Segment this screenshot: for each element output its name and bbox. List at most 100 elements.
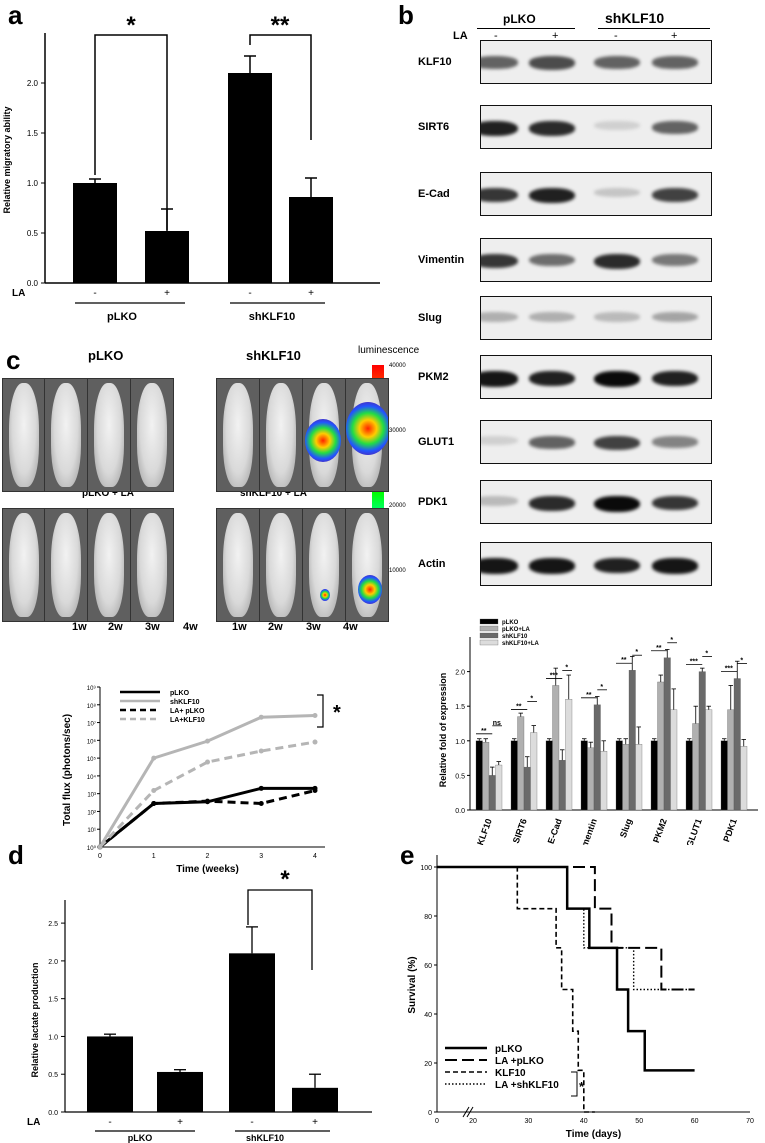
mouse-image (2, 378, 46, 492)
legend-label: LA+KLF10 (170, 717, 205, 724)
legend-label: pLKO (170, 690, 190, 697)
blot-label-e-cad: E-Cad (418, 188, 450, 200)
week-label: 2w (108, 621, 123, 633)
mouse-body (223, 513, 253, 617)
sig-label: * (333, 702, 341, 724)
sign-label: + (312, 1117, 318, 1128)
mouse-image (87, 378, 131, 492)
x-tick-label: E-Cad (546, 817, 564, 845)
blot-glut1 (480, 420, 712, 464)
y-tick-label: 2.5 (48, 921, 58, 928)
panel-label-e: e (400, 840, 415, 870)
x-tick-label: 20 (469, 1118, 477, 1125)
bar (530, 732, 538, 811)
y-tick-label: 2.0 (48, 959, 58, 966)
mouse-image (345, 508, 389, 622)
week-label: 3w (306, 621, 321, 633)
blot-band (529, 56, 575, 70)
blot-band (652, 558, 698, 574)
bar (523, 766, 531, 811)
x-tick-label: GLUT1 (684, 817, 703, 845)
sig-label: * (530, 696, 533, 703)
mice-title-shklf10: shKLF10 (246, 348, 301, 363)
blot-band (481, 121, 518, 137)
series-line (98, 713, 316, 848)
y-tick-label: 1.5 (48, 997, 58, 1004)
y-tick-label: 10⁵ (87, 756, 97, 763)
y-tick-label: 1.0 (27, 179, 39, 188)
blot-band (594, 496, 640, 512)
mice-title-plko-la: pLKO + LA (82, 488, 134, 499)
data-point (151, 788, 157, 794)
bar (580, 740, 588, 811)
data-point (151, 755, 157, 761)
x-tick-label: 0 (435, 1118, 439, 1125)
sig-label: ** (516, 704, 522, 711)
sign-label: + (177, 1117, 183, 1128)
sig-bracket (571, 1071, 578, 1097)
scale-tick-10000: 10000 (389, 568, 406, 574)
sign-label: - (248, 288, 251, 299)
y-axis-label: Relative lactate production (30, 962, 40, 1077)
data-point (258, 785, 264, 791)
blot-group-shklf10: shKLF10 (605, 10, 665, 26)
blot-band (481, 254, 518, 269)
bar (482, 742, 490, 811)
y-tick-label: 80 (424, 914, 432, 921)
data-point (312, 739, 318, 745)
mouse-image (130, 508, 174, 622)
y-tick-label: 0.5 (455, 773, 465, 780)
blot-sign-1: - (494, 30, 498, 42)
mouse-image (44, 378, 88, 492)
blot-band (529, 496, 575, 511)
y-tick-label: 10⁴ (87, 774, 97, 781)
blot-band (594, 371, 640, 387)
scale-tick-40000: 40000 (389, 363, 406, 369)
blot-group-line-shklf10 (598, 28, 710, 29)
bar (292, 1087, 338, 1112)
y-axis-label: Total flux (photons/sec) (62, 714, 73, 826)
mouse-image (44, 508, 88, 622)
luminescence-signal (305, 419, 341, 463)
blot-sirt6 (480, 105, 712, 149)
bar (720, 740, 728, 811)
bar (565, 699, 573, 811)
luminescence-label: luminescence (358, 345, 420, 356)
legend-label: LA +shKLF10 (495, 1080, 559, 1091)
blot-vimentin (480, 238, 712, 282)
bar (475, 740, 483, 811)
mouse-body (51, 383, 81, 487)
mice-title-shklf10-la: shKLF10 + LA (240, 488, 307, 499)
legend-label: LA +pLKO (495, 1056, 544, 1067)
mouse-image (345, 378, 389, 492)
sig-label: ns (493, 720, 501, 727)
blot-sign-3: - (614, 30, 618, 42)
survival-curve (437, 865, 695, 1072)
mouse-body (309, 513, 339, 617)
series-line (98, 740, 316, 849)
blot-band (594, 558, 640, 574)
bar (495, 764, 503, 811)
blot-label-slug: Slug (418, 312, 442, 324)
bar (289, 197, 333, 283)
data-point (258, 714, 264, 720)
bar (733, 678, 741, 811)
bar (510, 740, 518, 811)
blot-band (652, 496, 698, 511)
y-tick-label: 0.0 (48, 1110, 58, 1117)
bar (663, 657, 671, 811)
blot-e-cad (480, 172, 712, 216)
bar (705, 709, 713, 811)
data-point (258, 748, 264, 754)
blot-band (481, 188, 518, 203)
blot-band (652, 312, 698, 323)
blot-band (481, 56, 518, 69)
week-label: 4w (343, 621, 358, 633)
x-tick-label: 70 (746, 1118, 754, 1125)
y-tick-label: 10² (87, 810, 96, 816)
sign-label: + (308, 288, 314, 299)
sig-label: *** (550, 672, 558, 679)
panel-b-western-blots: pLKO shKLF10 LA - + - + KLF10 SIRT6 E-Cad V… (415, 0, 760, 610)
panel-c-mouse-imaging: pLKO shKLF10 pLKO + LA shKLF10 + LA lumi… (0, 340, 420, 670)
panel-label-c: c (6, 345, 21, 375)
